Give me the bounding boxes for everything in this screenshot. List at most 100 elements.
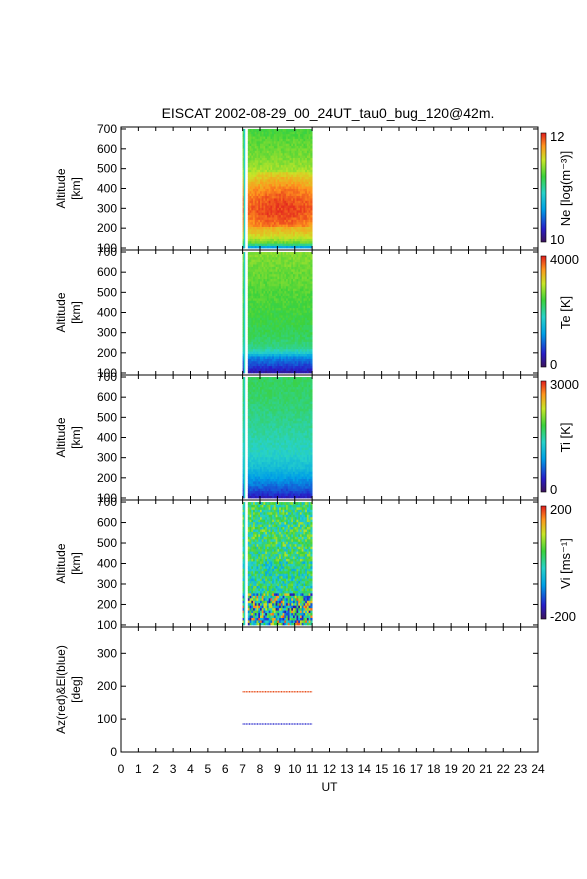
heatmap-cell bbox=[251, 389, 254, 392]
heatmap-cell bbox=[265, 186, 268, 189]
heatmap-cell bbox=[263, 207, 266, 211]
heatmap-cell bbox=[286, 351, 289, 355]
heatmap-cell bbox=[294, 200, 297, 204]
heatmap-cell bbox=[289, 169, 292, 173]
heatmap-cell bbox=[280, 302, 283, 306]
heatmap-cell bbox=[306, 162, 310, 166]
heatmap-cell bbox=[263, 425, 266, 429]
heatmap-cell bbox=[270, 459, 273, 463]
heatmap-cell bbox=[287, 214, 290, 218]
heatmap-cell bbox=[247, 456, 250, 460]
heatmap-cell bbox=[273, 202, 277, 206]
heatmap-cell bbox=[261, 464, 264, 467]
heatmap-cell bbox=[256, 317, 259, 321]
heatmap-cell bbox=[273, 471, 277, 475]
heatmap-cell bbox=[260, 495, 263, 499]
heatmap-cell bbox=[277, 379, 280, 383]
heatmap-cell bbox=[293, 348, 296, 352]
heatmap-cell bbox=[263, 176, 266, 180]
heatmap-cell bbox=[287, 281, 290, 284]
heatmap-cell bbox=[247, 190, 250, 194]
heatmap-cell bbox=[251, 334, 254, 338]
heatmap-cell bbox=[275, 422, 278, 426]
heatmap-cell bbox=[282, 420, 285, 424]
heatmap-cell bbox=[268, 252, 271, 255]
heatmap-cell bbox=[275, 183, 278, 187]
heatmap-cell bbox=[299, 140, 303, 144]
heatmap-cell bbox=[273, 384, 277, 388]
heatmap-cell bbox=[268, 214, 271, 218]
heatmap-cell bbox=[242, 449, 245, 453]
heatmap-cell bbox=[301, 148, 304, 151]
heatmap-cell bbox=[247, 162, 250, 166]
heatmap-cell bbox=[294, 324, 297, 328]
heatmap-cell bbox=[265, 195, 268, 199]
heatmap-cell bbox=[299, 174, 303, 177]
heatmap-cell bbox=[308, 198, 311, 201]
heatmap-cell bbox=[254, 420, 257, 424]
heatmap-cell bbox=[273, 174, 277, 177]
heatmap-cell bbox=[263, 314, 266, 318]
heatmap-cell bbox=[299, 214, 303, 218]
heatmap-cell bbox=[263, 254, 266, 258]
heatmap-cell bbox=[293, 259, 296, 263]
heatmap-cell bbox=[270, 285, 273, 289]
heatmap-cell bbox=[249, 271, 252, 275]
heatmap-cell bbox=[253, 290, 256, 294]
heatmap-cell bbox=[287, 307, 290, 311]
heatmap-cell bbox=[305, 295, 308, 299]
heatmap-cell bbox=[275, 403, 278, 407]
heatmap-cell bbox=[265, 188, 268, 192]
heatmap-cell bbox=[293, 256, 296, 260]
heatmap-cell bbox=[261, 425, 264, 429]
heatmap-cell bbox=[256, 430, 259, 434]
heatmap-cell bbox=[308, 368, 311, 371]
heatmap-cell bbox=[253, 322, 256, 325]
heatmap-cell bbox=[296, 343, 299, 347]
heatmap-cell bbox=[272, 447, 275, 450]
heatmap-cell bbox=[258, 155, 261, 158]
heatmap-cell bbox=[270, 150, 273, 154]
heatmap-cell bbox=[277, 167, 280, 170]
heatmap-cell bbox=[293, 341, 296, 345]
heatmap-cell bbox=[268, 133, 271, 137]
heatmap-cell bbox=[268, 454, 271, 458]
heatmap-cell bbox=[306, 167, 310, 170]
heatmap-cell bbox=[284, 447, 287, 450]
heatmap-cell bbox=[249, 351, 252, 355]
heatmap-cell bbox=[265, 176, 268, 180]
heatmap-cell bbox=[261, 456, 264, 460]
heatmap-cell bbox=[258, 432, 261, 436]
heatmap-cell bbox=[247, 377, 250, 380]
heatmap-cell bbox=[289, 365, 292, 369]
heatmap-cell bbox=[301, 310, 304, 313]
heatmap-cell bbox=[254, 393, 257, 397]
heatmap-cell bbox=[270, 319, 273, 323]
heatmap-cell bbox=[303, 209, 306, 213]
heatmap-cell bbox=[263, 261, 266, 265]
heatmap-cell bbox=[296, 167, 299, 170]
heatmap-cell bbox=[280, 188, 283, 192]
heatmap-cell bbox=[254, 327, 257, 330]
heatmap-cell bbox=[268, 444, 271, 448]
heatmap-cell bbox=[249, 285, 252, 289]
heatmap-cell bbox=[272, 128, 275, 132]
heatmap-cell bbox=[263, 444, 266, 448]
heatmap-cell bbox=[291, 245, 294, 249]
heatmap-cell bbox=[261, 379, 264, 383]
heatmap-cell bbox=[263, 283, 266, 287]
heatmap-cell bbox=[263, 435, 266, 438]
heatmap-cell bbox=[242, 418, 245, 421]
heatmap-cell bbox=[256, 264, 259, 267]
heatmap-cell bbox=[272, 183, 275, 187]
heatmap-cell bbox=[291, 264, 294, 267]
heatmap-cell bbox=[298, 297, 301, 301]
heatmap-cell bbox=[296, 133, 299, 137]
heatmap-cell bbox=[287, 200, 290, 204]
heatmap-cell bbox=[310, 148, 313, 151]
heatmap-cell bbox=[273, 322, 277, 325]
heatmap-cell bbox=[296, 334, 299, 338]
heatmap-cell bbox=[280, 324, 283, 328]
heatmap-cell bbox=[305, 256, 308, 260]
heatmap-cell bbox=[247, 202, 250, 206]
